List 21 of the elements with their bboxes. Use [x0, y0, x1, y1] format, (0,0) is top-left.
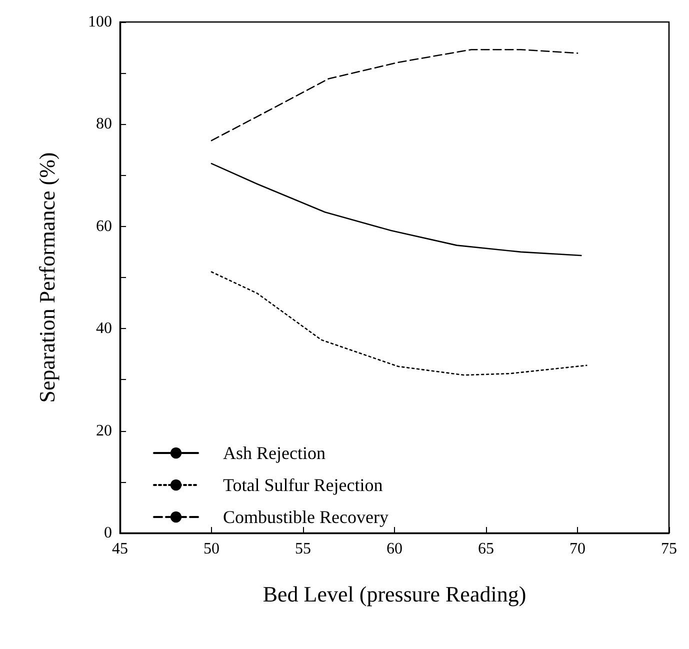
line-series	[210, 162, 582, 256]
y-axis-title: Separation Performance (%)	[34, 152, 60, 403]
line-series	[210, 48, 578, 142]
y-tick-label: 20	[96, 422, 112, 440]
x-tick-label: 50	[204, 540, 220, 558]
y-tick-label: 80	[96, 116, 112, 133]
x-tick-label: 70	[570, 540, 586, 558]
x-tick-label: 75	[661, 540, 677, 558]
x-tick-label: 55	[295, 540, 311, 558]
x-tick-label: 60	[386, 540, 402, 558]
x-tick-label: 65	[478, 540, 494, 558]
legend-label: Combustible Recovery	[223, 507, 388, 527]
y-tick-label: 60	[96, 218, 112, 235]
x-axis-title: Bed Level (pressure Reading)	[262, 582, 526, 606]
legend-label: Total Sulfur Rejection	[223, 475, 383, 495]
y-tick-label: 0	[104, 524, 112, 542]
x-tick-label: 45	[112, 540, 128, 558]
y-tick-label: 40	[96, 320, 112, 338]
y-tick-label: 100	[88, 14, 112, 30]
line-series	[210, 271, 588, 376]
legend-label: Ash Rejection	[223, 443, 326, 463]
